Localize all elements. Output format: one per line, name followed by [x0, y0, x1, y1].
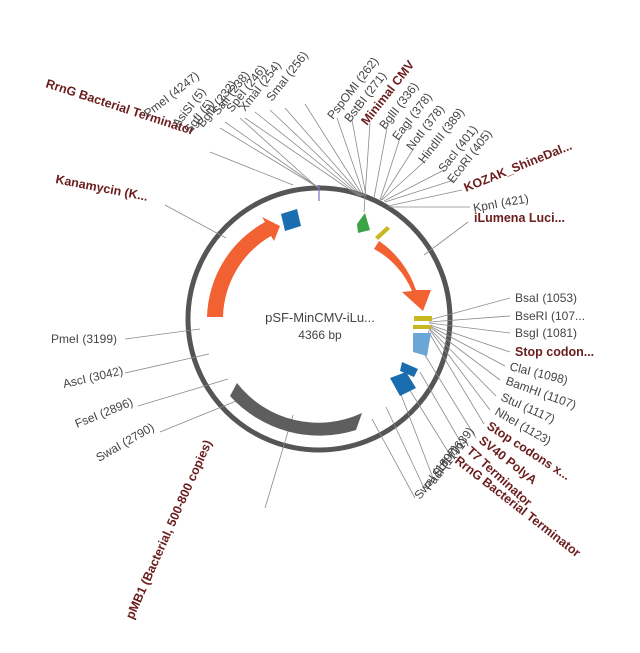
kozak-feature[interactable]	[375, 226, 390, 240]
enzyme-site-label[interactable]: AscI (3042)	[62, 363, 125, 390]
enzyme-site-label[interactable]: SwaI (1897)	[411, 442, 462, 502]
enzyme-site-label[interactable]: BseRI (107...	[515, 309, 585, 323]
leader-line	[124, 353, 210, 374]
leader-line	[419, 371, 465, 449]
enzyme-site-label[interactable]: BsgI (1081)	[515, 326, 577, 340]
enzyme-site-label[interactable]: SwaI (2790)	[94, 420, 157, 464]
leader-line	[254, 111, 361, 197]
leader-line	[269, 109, 362, 197]
leader-line	[381, 159, 427, 201]
leader-line	[428, 315, 511, 323]
leader-line	[371, 418, 416, 499]
leader-line	[124, 328, 201, 340]
leader-line	[399, 391, 434, 479]
sv40-polya-feature[interactable]	[413, 333, 431, 356]
leader-line	[164, 204, 227, 239]
kanamycin-feature[interactable]	[207, 217, 280, 317]
leader-line	[428, 328, 491, 411]
leader-line	[336, 117, 365, 197]
leader-line	[384, 179, 455, 203]
leader-line	[419, 346, 477, 439]
leader-line	[379, 137, 401, 201]
leader-line	[429, 325, 506, 367]
leader-line	[219, 127, 320, 189]
leader-line	[351, 119, 367, 197]
leader-line	[159, 396, 247, 433]
leader-line	[387, 189, 463, 207]
leader-line	[284, 107, 363, 197]
feature-label[interactable]: Kanamycin (K...	[54, 172, 149, 204]
stop-codon-feature[interactable]	[414, 316, 432, 321]
feature-label[interactable]: pMB1 (Bacterial, 500-800 copies)	[123, 438, 215, 621]
leader-line	[423, 221, 469, 256]
leader-line	[363, 122, 371, 213]
leader-line	[429, 326, 501, 381]
leader-line	[405, 383, 453, 459]
leader-line	[244, 117, 360, 197]
luciferase-feature[interactable]	[374, 241, 431, 311]
feature-label[interactable]: Stop codon...	[515, 345, 594, 359]
leader-line	[428, 327, 497, 397]
minimal-cmv-feature[interactable]	[357, 213, 370, 233]
feature-label[interactable]: iLumena Luci...	[474, 211, 565, 225]
enzyme-site-label[interactable]: FseI (2896)	[73, 395, 135, 431]
leader-line	[385, 406, 426, 491]
leader-line	[239, 117, 319, 189]
leader-line	[428, 297, 511, 321]
leader-line	[373, 127, 388, 199]
stop-codons-x-feature[interactable]	[413, 325, 431, 329]
t7-terminator-feature[interactable]	[400, 362, 418, 377]
leader-line	[209, 151, 294, 186]
leader-lines	[124, 103, 511, 509]
leader-line	[224, 121, 320, 189]
leader-line	[429, 324, 511, 353]
enzyme-site-label[interactable]: BsaI (1053)	[515, 291, 577, 305]
leader-line	[304, 103, 364, 197]
leader-line	[427, 330, 485, 425]
rrng-terminator-bottom-feature[interactable]	[390, 372, 416, 396]
enzyme-site-label[interactable]: PmeI (3199)	[51, 332, 117, 346]
leader-line	[383, 169, 445, 202]
leader-line	[137, 378, 229, 407]
plasmid-size: 4366 bp	[298, 328, 342, 342]
rrng-terminator-top-feature[interactable]	[281, 209, 301, 231]
plasmid-name: pSF-MinCMV-iLu...	[265, 310, 375, 325]
pmb1-origin-feature[interactable]	[230, 383, 362, 436]
leader-line	[380, 147, 415, 201]
leader-line	[428, 322, 511, 334]
